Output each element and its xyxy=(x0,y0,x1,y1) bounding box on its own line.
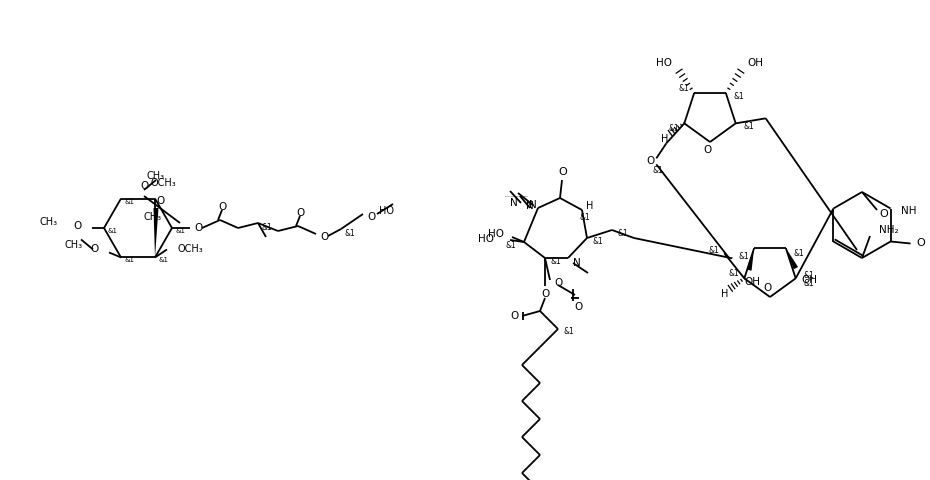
Text: N: N xyxy=(529,200,537,210)
Text: &1: &1 xyxy=(709,246,719,255)
Text: &1: &1 xyxy=(124,257,134,264)
Text: OCH₃: OCH₃ xyxy=(150,178,176,188)
Text: O: O xyxy=(366,212,375,222)
Text: &1: &1 xyxy=(738,252,750,261)
Text: &1: &1 xyxy=(124,199,134,204)
Text: CH₃: CH₃ xyxy=(147,171,165,181)
Text: &1: &1 xyxy=(261,224,272,232)
Text: &1: &1 xyxy=(107,228,117,234)
Text: OH: OH xyxy=(748,58,764,68)
Text: &1: &1 xyxy=(744,122,754,131)
Text: HO: HO xyxy=(379,206,394,216)
Text: H: H xyxy=(586,201,593,211)
Text: N: N xyxy=(511,198,518,208)
Text: &1: &1 xyxy=(794,249,804,258)
Text: O: O xyxy=(156,195,164,205)
Text: &1: &1 xyxy=(728,269,739,278)
Text: O: O xyxy=(763,283,771,293)
Text: &1: &1 xyxy=(678,84,689,93)
Polygon shape xyxy=(786,248,798,269)
Text: O: O xyxy=(296,208,304,218)
Text: O: O xyxy=(880,209,888,219)
Text: HO: HO xyxy=(488,229,504,239)
Text: O: O xyxy=(320,232,328,242)
Text: &1: &1 xyxy=(579,214,591,223)
Text: &1: &1 xyxy=(344,229,354,239)
Text: O: O xyxy=(916,239,925,249)
Polygon shape xyxy=(153,208,158,257)
Text: O: O xyxy=(193,223,202,233)
Text: O: O xyxy=(91,244,99,254)
Text: &1: &1 xyxy=(175,228,185,234)
Text: &1: &1 xyxy=(734,92,745,101)
Text: NH₂: NH₂ xyxy=(879,225,898,235)
Text: O: O xyxy=(510,311,518,321)
Text: &1: &1 xyxy=(158,257,168,264)
Text: O: O xyxy=(646,156,655,167)
Text: O: O xyxy=(140,181,148,191)
Text: CH₃: CH₃ xyxy=(144,212,162,222)
Text: &1: &1 xyxy=(505,240,516,250)
Text: OCH₃: OCH₃ xyxy=(177,244,203,254)
Text: O: O xyxy=(574,302,582,312)
Text: &1: &1 xyxy=(592,237,603,245)
Text: O: O xyxy=(541,289,549,299)
Text: O: O xyxy=(703,145,711,155)
Text: N: N xyxy=(526,201,534,211)
Text: N: N xyxy=(573,258,580,268)
Text: &1: &1 xyxy=(617,228,628,238)
Text: O: O xyxy=(559,167,567,177)
Text: CH₃: CH₃ xyxy=(65,240,83,251)
Text: O: O xyxy=(218,202,226,212)
Text: O: O xyxy=(554,278,562,288)
Text: &1: &1 xyxy=(804,271,815,280)
Text: methyl line already done above: methyl line already done above xyxy=(505,195,527,197)
Polygon shape xyxy=(747,248,754,271)
Text: CH₃: CH₃ xyxy=(40,217,58,227)
Text: OH: OH xyxy=(744,277,760,287)
Text: &1: &1 xyxy=(669,124,679,133)
Text: OH: OH xyxy=(802,275,817,285)
Text: &1: &1 xyxy=(653,166,664,175)
Text: NH: NH xyxy=(900,206,916,216)
Text: H: H xyxy=(660,134,668,144)
Text: HO: HO xyxy=(478,234,494,244)
Text: O: O xyxy=(73,221,82,231)
Text: &1: &1 xyxy=(804,279,815,288)
Text: &1: &1 xyxy=(550,256,561,265)
Text: &1: &1 xyxy=(563,327,574,336)
Text: H: H xyxy=(721,289,728,300)
Text: HO: HO xyxy=(657,58,672,68)
